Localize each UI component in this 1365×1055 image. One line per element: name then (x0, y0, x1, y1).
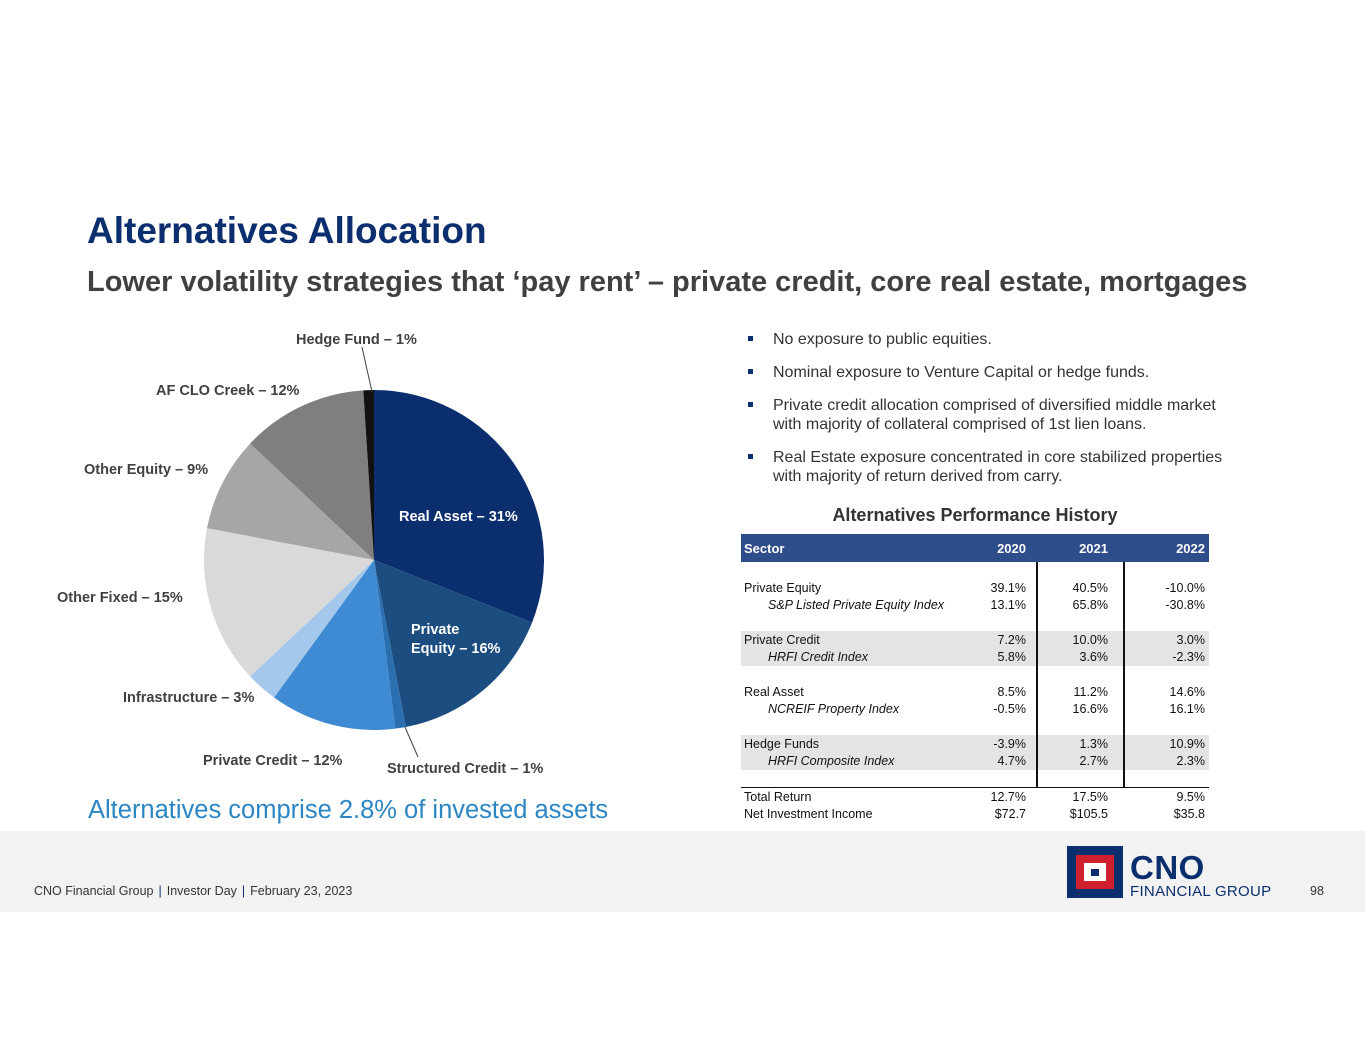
pie-slice-other-fixed (204, 528, 374, 677)
leader-line (361, 346, 373, 393)
logo-subtitle: FINANCIAL GROUP (1130, 883, 1272, 900)
pie-slice-hedge-fund (363, 390, 374, 560)
footer-event: Investor Day (166, 884, 237, 898)
bullet-square-icon (748, 454, 753, 459)
table-body: Private Equity 39.1% 40.5% -10.0% S&P Li… (741, 562, 1209, 822)
footer-bar: CNO Financial Group | Investor Day | Februar… (0, 831, 1365, 912)
table-header: Sector 2020 2021 2022 (741, 534, 1209, 562)
footer-company: CNO Financial Group (34, 884, 154, 898)
pie-label-hedge-fund: Hedge Fund – 1% (296, 332, 417, 348)
table-row: Private Credit 7.2% 10.0% 3.0% (741, 631, 1209, 649)
page-subtitle: Lower volatility strategies that ‘pay re… (87, 266, 1248, 298)
pie-slice-structured-credit (374, 560, 406, 729)
pie-label-structured-credit: Structured Credit – 1% (387, 761, 543, 777)
table-row: HRFI Credit Index 5.8% 3.6% -2.3% (741, 648, 1209, 666)
bullet-item: Real Estate exposure concentrated in cor… (748, 448, 1248, 486)
cno-logo-icon (1067, 846, 1123, 898)
bullet-square-icon (748, 336, 753, 341)
pie-label-af-clo-creek: AF CLO Creek – 12% (156, 383, 300, 399)
pie-slice-real-asset (374, 390, 544, 623)
pie-slice-af-clo-creek (250, 390, 374, 560)
pie-label-other-equity: Other Equity – 9% (84, 462, 208, 478)
table-row: HRFI Composite Index 4.7% 2.7% 2.3% (741, 752, 1209, 770)
table-row: NCREIF Property Index -0.5% 16.6% 16.1% (768, 702, 1205, 717)
invested-assets-callout: Alternatives comprise 2.8% of invested a… (88, 796, 609, 824)
table-row: Private Equity 39.1% 40.5% -10.0% (744, 580, 1205, 595)
pie-label-real-asset: Real Asset – 31% (399, 509, 518, 525)
pie-slice-private-equity (374, 560, 533, 727)
header-2022: 2022 (1176, 540, 1205, 556)
table-row-total-return: Total Return 12.7% 17.5% 9.5% (741, 786, 1209, 805)
column-divider (1123, 562, 1125, 787)
pie-label-other-fixed: Other Fixed – 15% (57, 590, 183, 606)
column-divider (1036, 562, 1038, 787)
bullet-square-icon (748, 369, 753, 374)
page-number: 98 (1310, 884, 1324, 898)
performance-table: Sector 2020 2021 2022 Private Equity 39.… (741, 534, 1209, 822)
pie-label-private-equity: Private Equity – 16% (411, 622, 501, 657)
pie-slice-infrastructure (250, 560, 374, 698)
header-2021: 2021 (1079, 540, 1108, 556)
table-row: S&P Listed Private Equity Index 13.1% 65… (768, 598, 1205, 613)
header-sector: Sector (744, 540, 785, 556)
pie-slice-other-equity (207, 443, 374, 560)
page-title: Alternatives Allocation (87, 210, 487, 251)
pie-label-private-credit: Private Credit – 12% (203, 753, 343, 769)
alternatives-pie-chart: Real Asset – 31% Private Equity – 16% Struc… (57, 332, 544, 777)
bullet-item: Private credit allocation comprised of d… (748, 396, 1248, 434)
table-row-net-investment-income: Net Investment Income $72.7 $105.5 $35.8 (744, 806, 1205, 821)
bullet-square-icon (748, 402, 753, 407)
leader-line (404, 726, 419, 758)
footer-date: February 23, 2023 (250, 884, 353, 898)
performance-table-title: Alternatives Performance History (832, 505, 1118, 525)
logo-name: CNO (1130, 849, 1205, 886)
pie-label-infrastructure: Infrastructure – 3% (123, 690, 254, 706)
bullet-item: Nominal exposure to Venture Capital or h… (748, 363, 1248, 382)
footer-text: CNO Financial Group | Investor Day | Februar… (34, 884, 353, 898)
table-row: Hedge Funds -3.9% 1.3% 10.9% (741, 734, 1209, 753)
pie-slice-private-credit (274, 560, 396, 730)
bullet-item: No exposure to public equities. (748, 330, 1248, 349)
header-2020: 2020 (997, 540, 1026, 556)
table-row: Real Asset 8.5% 11.2% 14.6% (744, 684, 1205, 699)
key-points-list: No exposure to public equities. Nominal … (748, 330, 1248, 500)
